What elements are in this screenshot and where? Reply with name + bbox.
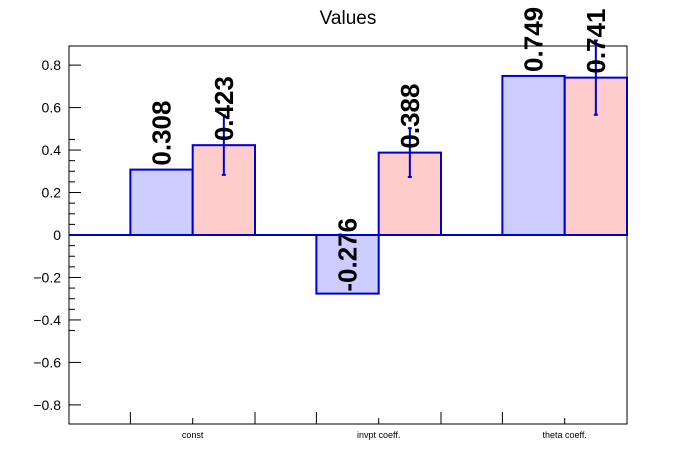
y-tick-label: 0.2 (42, 185, 62, 201)
data-label: -0.276 (333, 218, 363, 292)
y-tick-label: 0.8 (42, 57, 62, 73)
data-label: 0.388 (395, 84, 425, 149)
bar (501, 74, 566, 236)
y-tick-label: −0.8 (33, 397, 61, 413)
bar (129, 168, 194, 236)
data-label: 0.741 (581, 9, 611, 74)
y-tick-label: −0.6 (33, 354, 61, 370)
y-tick-label: 0.6 (42, 100, 62, 116)
data-label: 0.749 (519, 7, 549, 72)
y-tick-label: −0.4 (33, 312, 61, 328)
category-label: theta coeff. (543, 430, 587, 440)
chart-title: Values (320, 8, 377, 29)
y-tick-label: 0.4 (42, 142, 62, 158)
y-tick-label: −0.2 (33, 269, 61, 285)
y-tick-label: 0 (53, 227, 61, 243)
category-label: const (182, 430, 204, 440)
plot-area: −0.8 −0.6 −0.4 −0.2 0 0.2 0.4 0.6 0.8 0.308 0.423 c… (33, 7, 629, 440)
data-label: 0.308 (147, 101, 177, 166)
category-label: invpt coeff. (357, 430, 400, 440)
data-label: 0.423 (209, 76, 239, 141)
